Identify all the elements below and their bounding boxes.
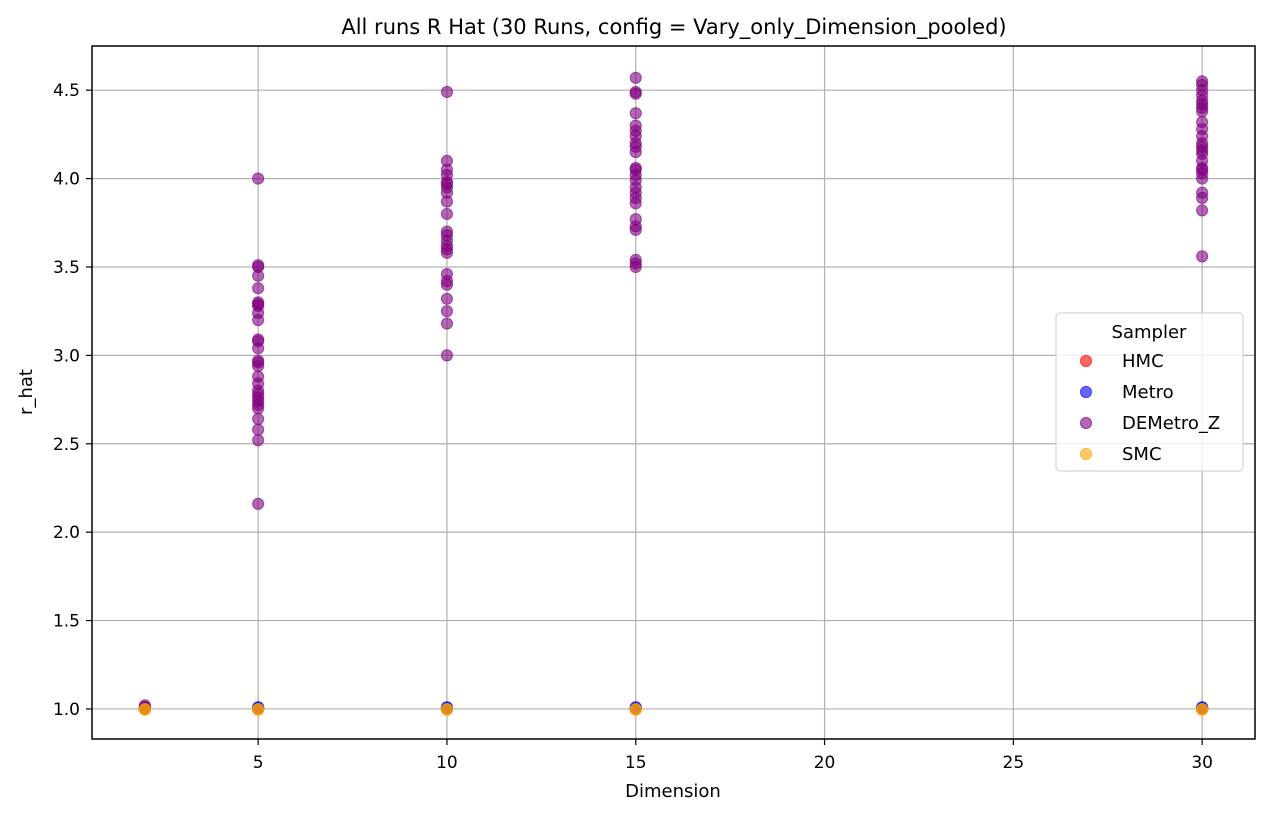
data-point-smc xyxy=(138,703,151,716)
y-tick-label: 3.5 xyxy=(53,258,80,278)
y-axis-label: r_hat xyxy=(16,369,37,415)
data-point-demetro-z xyxy=(1196,250,1209,263)
data-point-smc xyxy=(440,703,454,716)
data-point-demetro-z xyxy=(252,370,265,383)
legend-marker-hmc xyxy=(1079,354,1093,368)
data-point-demetro-z xyxy=(1196,115,1209,129)
data-point-demetro-z xyxy=(252,172,265,185)
data-point-demetro-z xyxy=(440,292,454,305)
data-point-demetro-z xyxy=(629,71,642,84)
data-point-demetro-z xyxy=(629,161,642,175)
data-point-demetro-z xyxy=(1196,75,1209,88)
y-tick-label: 1.5 xyxy=(53,612,80,632)
legend-title: Sampler xyxy=(1112,322,1187,343)
legend-marker-demetro-z xyxy=(1079,416,1093,430)
data-point-smc xyxy=(1196,703,1209,716)
data-point-demetro-z xyxy=(252,412,265,426)
x-axis-label: Dimension xyxy=(625,781,721,802)
chart-title: All runs R Hat (30 Runs, config = Vary_o… xyxy=(341,15,1006,40)
data-point-demetro-z xyxy=(252,259,265,272)
data-point-demetro-z xyxy=(440,267,454,281)
axis-ticks: 5 10 15 20 25 30 1.0 1.5 2.0 2.5 3.0 3.5 4.0 4.5 xyxy=(53,81,1213,773)
y-tick-label: 4.0 xyxy=(53,170,80,190)
data-point-demetro-z xyxy=(252,282,265,295)
legend-label-metro: Metro xyxy=(1122,382,1174,403)
data-point-demetro-z xyxy=(629,253,642,267)
legend-marker-smc xyxy=(1079,447,1093,461)
data-point-demetro-z xyxy=(440,225,454,238)
legend-box xyxy=(1055,312,1244,472)
data-point-demetro-z xyxy=(440,85,454,99)
legend: Sampler HMC Metro DEMetro_Z SMC xyxy=(1055,312,1244,472)
y-tick-label: 2.0 xyxy=(53,523,80,543)
data-point-demetro-z xyxy=(440,317,454,330)
legend-label-smc: SMC xyxy=(1122,444,1162,465)
data-point-demetro-z xyxy=(1196,204,1209,217)
y-tick-label: 2.5 xyxy=(53,435,80,455)
x-tick-label: 5 xyxy=(253,753,264,773)
data-point-demetro-z xyxy=(252,296,265,309)
legend-label-demetro-z: DEMetro_Z xyxy=(1122,413,1220,434)
data-point-demetro-z xyxy=(252,354,265,367)
data-point-demetro-z xyxy=(252,434,265,447)
x-tick-label: 10 xyxy=(436,753,458,773)
data-point-demetro-z xyxy=(252,333,265,346)
x-tick-label: 25 xyxy=(1003,753,1025,773)
data-points xyxy=(138,71,1209,716)
x-tick-label: 15 xyxy=(625,753,647,773)
data-point-smc xyxy=(252,703,265,716)
x-tick-label: 20 xyxy=(814,753,836,773)
data-point-demetro-z xyxy=(629,85,642,99)
y-tick-label: 4.5 xyxy=(53,81,80,101)
data-point-demetro-z xyxy=(629,213,642,226)
data-point-demetro-z xyxy=(252,423,265,436)
data-point-demetro-z xyxy=(440,154,454,168)
data-point-demetro-z xyxy=(440,207,454,221)
plot-frame xyxy=(91,45,1256,740)
y-tick-label: 1.0 xyxy=(53,700,80,720)
data-point-demetro-z xyxy=(629,107,642,120)
data-point-demetro-z xyxy=(440,305,454,318)
legend-marker-metro xyxy=(1079,385,1093,399)
data-point-smc xyxy=(629,703,642,716)
data-point-demetro-z xyxy=(440,349,454,362)
data-point-demetro-z xyxy=(1196,186,1209,199)
legend-label-hmc: HMC xyxy=(1122,351,1164,372)
x-tick-label: 30 xyxy=(1191,753,1213,773)
data-point-demetro-z xyxy=(252,497,265,510)
data-point-demetro-z xyxy=(629,119,642,132)
y-tick-label: 3.0 xyxy=(53,346,80,366)
